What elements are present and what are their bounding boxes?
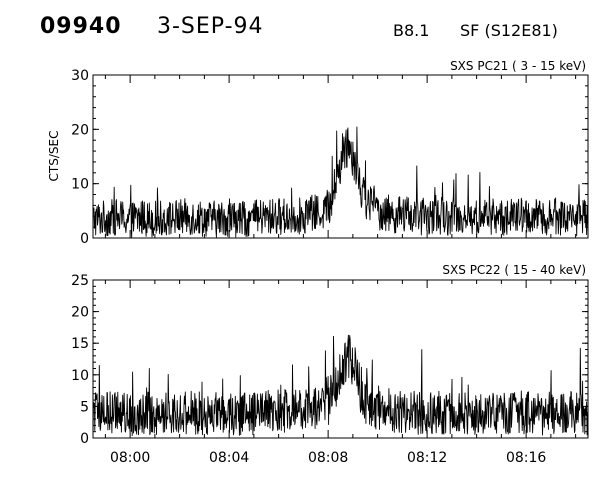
y-tick-label: 20 (71, 305, 89, 321)
y-tick-label: 0 (80, 231, 89, 247)
y-tick-label: 10 (71, 368, 89, 384)
event-number: 09940 (40, 14, 122, 39)
x-tick-label: 08:12 (407, 450, 447, 466)
flare-class: B8.1 (393, 21, 430, 40)
panel-pc21: SXS PC21 ( 3 - 15 keV) CTS/SEC 0 10 20 30 (47, 59, 589, 247)
y-tick-label: 15 (71, 336, 89, 352)
x-ticks (104, 75, 577, 238)
x-tick-label: 08:08 (308, 450, 348, 466)
series-line (92, 126, 589, 238)
x-tick-labels: 08:00 08:04 08:08 08:12 08:16 (110, 450, 546, 466)
plot-frame (92, 74, 589, 239)
x-tick-label: 08:00 (110, 450, 150, 466)
panel-pc22: SXS PC22 ( 15 - 40 keV) 0 5 10 15 20 25 08:00… (71, 263, 589, 466)
y-tick-label: 0 (80, 431, 89, 447)
panel-title: SXS PC21 ( 3 - 15 keV) (450, 59, 586, 73)
panel-title: SXS PC22 ( 15 - 40 keV) (442, 263, 586, 277)
y-ticks: 0 10 20 30 (71, 68, 588, 247)
y-axis-label: CTS/SEC (47, 131, 61, 182)
series-line (92, 334, 589, 437)
x-ticks (104, 280, 577, 438)
y-tick-label: 20 (71, 122, 89, 138)
observation-date: 3-SEP-94 (157, 14, 264, 39)
y-tick-label: 5 (80, 399, 89, 415)
plot-frame (92, 279, 589, 439)
x-tick-label: 08:16 (506, 450, 546, 466)
y-tick-label: 30 (71, 68, 89, 84)
y-tick-label: 10 (71, 177, 89, 193)
y-tick-label: 25 (71, 273, 89, 289)
flare-type-location: SF (S12E81) (460, 21, 558, 40)
x-tick-label: 08:04 (209, 450, 249, 466)
